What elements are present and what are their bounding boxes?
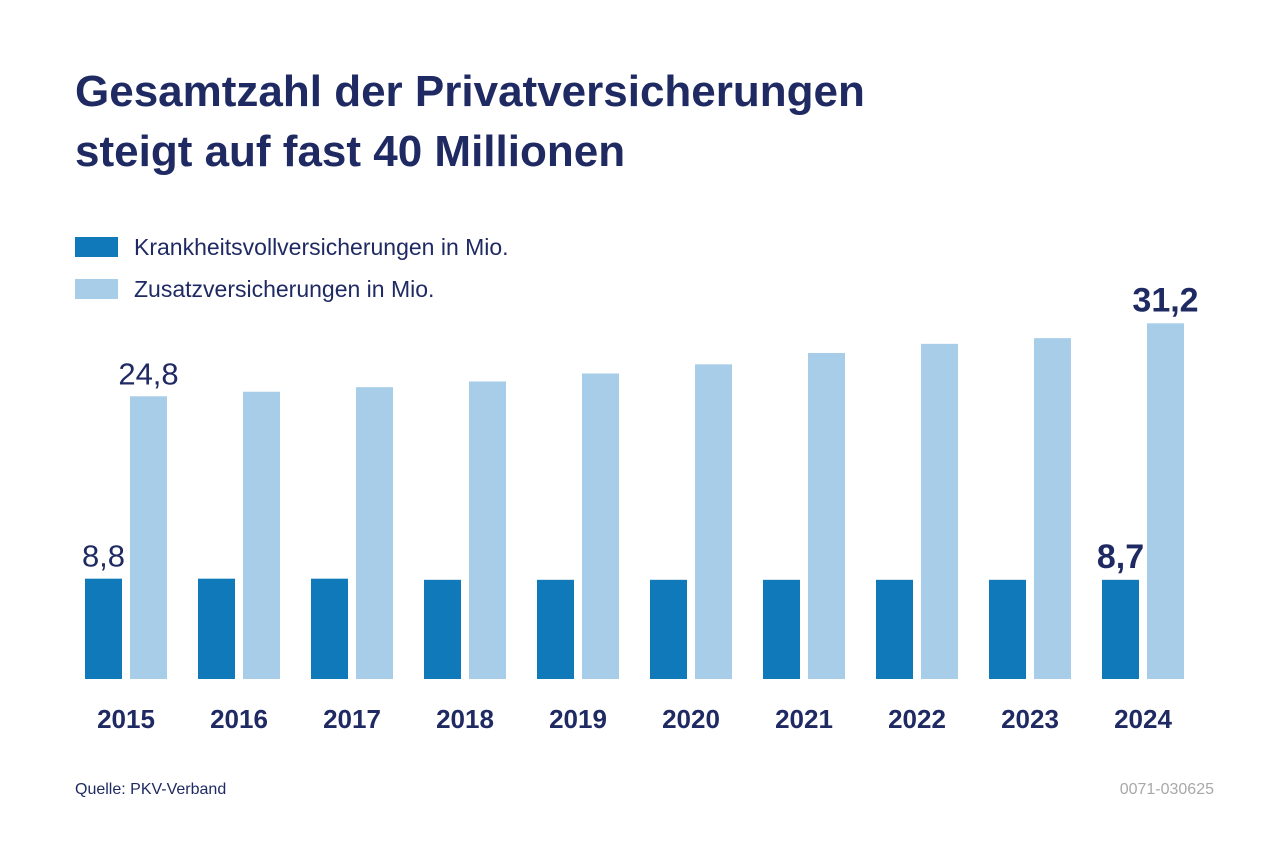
x-tick-label-2023: 2023 (1001, 704, 1059, 734)
legend: Krankheitsvollversicherungen in Mio. Zus… (75, 226, 509, 310)
bar-zusatzversicherung-2023 (1034, 338, 1071, 679)
bar-vollversicherung-2018 (424, 579, 461, 679)
bar-zusatzversicherung-2015 (130, 396, 167, 679)
legend-label-series1: Krankheitsvollversicherungen in Mio. (134, 233, 509, 260)
data-label-2015-series1: 8,8 (82, 539, 125, 574)
bar-zusatzversicherung-2024 (1147, 323, 1184, 679)
title-line-1: Gesamtzahl der Privatversicherungen (75, 67, 865, 116)
bar-vollversicherung-2022 (876, 579, 913, 679)
bar-zusatzversicherung-2020 (695, 364, 732, 679)
data-label-2024-series2: 31,2 (1132, 281, 1198, 319)
bar-zusatzversicherung-2018 (469, 381, 506, 679)
legend-swatch-series1 (75, 237, 118, 257)
bar-vollversicherung-2015 (85, 578, 122, 679)
data-label-2015-series2: 24,8 (118, 356, 178, 391)
x-tick-label-2018: 2018 (436, 704, 494, 734)
legend-item-krankheitsvollversicherungen: Krankheitsvollversicherungen in Mio. (75, 226, 509, 268)
legend-item-zusatzversicherungen: Zusatzversicherungen in Mio. (75, 268, 509, 310)
bar-vollversicherung-2023 (989, 579, 1026, 679)
title-line-2: steigt auf fast 40 Millionen (75, 127, 626, 176)
source-note: Quelle: PKV-Verband (75, 781, 227, 798)
data-label-2024-series1: 8,7 (1097, 538, 1144, 576)
x-tick-label-2021: 2021 (775, 704, 833, 734)
bar-zusatzversicherung-2022 (921, 343, 958, 679)
bar-zusatzversicherung-2019 (582, 373, 619, 679)
bar-vollversicherung-2021 (763, 579, 800, 679)
graphic-code: 0071-030625 (1119, 781, 1214, 798)
bar-zusatzversicherung-2016 (243, 391, 280, 679)
bar-vollversicherung-2024 (1102, 579, 1139, 679)
bar-vollversicherung-2020 (650, 579, 687, 679)
x-tick-label-2020: 2020 (662, 704, 720, 734)
bar-vollversicherung-2016 (198, 578, 235, 679)
chart-title: Gesamtzahl der Privatversicherungen stei… (75, 62, 865, 182)
x-tick-label-2017: 2017 (323, 704, 381, 734)
bar-zusatzversicherung-2017 (356, 387, 393, 679)
bar-vollversicherung-2019 (537, 579, 574, 679)
bar-vollversicherung-2017 (311, 578, 348, 679)
legend-label-series2: Zusatzversicherungen in Mio. (134, 275, 435, 302)
bar-zusatzversicherung-2021 (808, 352, 845, 679)
x-tick-label-2024: 2024 (1114, 704, 1172, 734)
x-tick-label-2019: 2019 (549, 704, 607, 734)
x-tick-label-2022: 2022 (888, 704, 946, 734)
x-tick-label-2016: 2016 (210, 704, 268, 734)
x-tick-label-2015: 2015 (97, 704, 155, 734)
legend-swatch-series2 (75, 279, 118, 299)
